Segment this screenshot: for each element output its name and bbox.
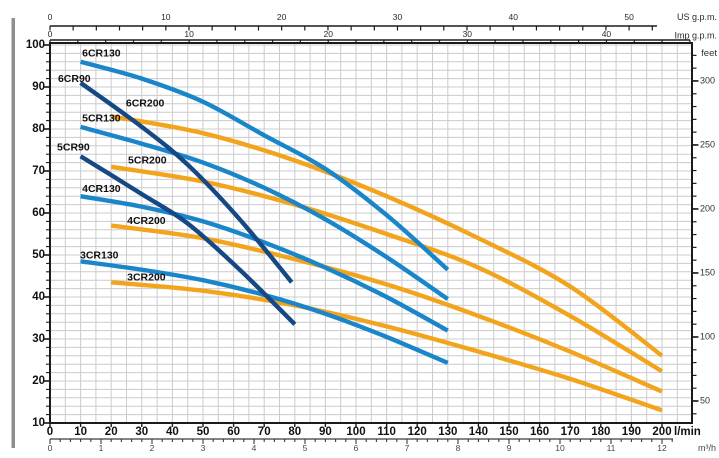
axis-tick-label: 70	[32, 165, 45, 177]
curve-label-6cr200: 6CR200	[126, 98, 165, 110]
axis-tick-label: 7	[405, 443, 410, 453]
axis-tick-label: 10	[184, 29, 194, 39]
axis-tick-label: 1	[99, 443, 104, 453]
axis-tick-label: 160	[530, 426, 549, 438]
curve-label-4cr200: 4CR200	[127, 215, 166, 227]
curve-3cr200	[110, 280, 663, 413]
curve-label-3cr200: 3CR200	[127, 271, 166, 283]
curve-label-5cr200: 5CR200	[128, 155, 167, 167]
axis-tick-label: 20	[32, 375, 45, 387]
axis-tick-label: 150	[499, 426, 518, 438]
x-axis-lpm: 0 10 20 30 40 50 60 70 80 90 100 110 120 130 140 150 160…	[47, 423, 701, 438]
curve-label-3cr130: 3CR130	[80, 250, 119, 262]
axis-tick-label: 60	[227, 426, 240, 438]
axis-tick-label: 100	[700, 331, 715, 341]
curve-label-6cr90: 6CR90	[58, 73, 91, 85]
curve-label-6cr130: 6CR130	[82, 48, 121, 60]
axis-tick-label: 30	[393, 12, 403, 22]
y-axis-feet: 300 250 200 150 100 50 feet	[692, 48, 717, 415]
axis-tick-label: 10	[32, 417, 45, 429]
axis-tick-label: 20	[105, 426, 118, 438]
x-axis-us-gpm: 0 10 20 30 40 50 US g.p.m.	[48, 12, 717, 31]
grid	[50, 43, 692, 424]
axis-tick-label: 110	[377, 426, 396, 438]
curve-labels: 3CR200 4CR200 5CR200 6CR200 3CR130 4CR130 5CR1…	[57, 48, 167, 284]
y-axis-head: 100 90 80 70 60 50 40 30 20 10	[26, 39, 50, 429]
axis-tick-label: 10	[161, 12, 171, 22]
us-gpm-axis-title: US g.p.m.	[677, 12, 717, 22]
axis-tick-label: 10	[74, 426, 87, 438]
axis-tick-label: 20	[277, 12, 287, 22]
axis-tick-label: 300	[700, 75, 715, 85]
curve-5cr90	[79, 154, 297, 326]
axis-tick-label: 60	[32, 207, 45, 219]
axis-tick-label: 180	[591, 426, 610, 438]
axis-tick-label: 20	[323, 29, 333, 39]
axis-tick-label: 250	[700, 139, 715, 149]
curve-4cr130	[80, 194, 449, 333]
x-axis-m3h: 0 1 2 3 4 5 6 7 8 9 10 11 12 m³/h	[48, 438, 716, 453]
curves	[79, 59, 664, 413]
curve-label-5cr130: 5CR130	[82, 113, 121, 125]
curve-6cr90	[79, 81, 294, 284]
axis-tick-label: 150	[700, 267, 715, 277]
axis-tick-label: 130	[438, 426, 457, 438]
axis-tick-label: 50	[32, 249, 45, 261]
axis-tick-label: 40	[602, 29, 612, 39]
axis-tick-label: 90	[32, 81, 45, 93]
curve-label-5cr90: 5CR90	[57, 142, 90, 154]
axis-tick-label: 120	[408, 426, 427, 438]
axis-tick-label: 100	[346, 426, 365, 438]
x-axis-imp-gpm: 0 10 20 30 40 Imp g.p.m.	[48, 29, 717, 44]
axis-tick-label: 3	[201, 443, 206, 453]
axis-tick-label: 90	[319, 426, 332, 438]
axis-tick-label: 200	[700, 203, 715, 213]
imp-gpm-axis-title: Imp g.p.m.	[674, 31, 717, 41]
axis-tick-label: 8	[456, 443, 461, 453]
axis-tick-label: 40	[509, 12, 519, 22]
axis-tick-label: 0	[48, 29, 53, 39]
page-edge-bar	[11, 18, 15, 448]
axis-tick-label: 190	[622, 426, 641, 438]
axis-tick-label: 200	[652, 426, 671, 438]
axis-tick-label: 12	[657, 443, 667, 453]
axis-tick-label: 50	[197, 426, 210, 438]
axis-tick-label: 0	[47, 426, 53, 438]
axis-tick-label: 40	[166, 426, 179, 438]
axis-tick-label: 30	[32, 333, 45, 345]
m3h-axis-title: m³/h	[698, 443, 716, 453]
axis-tick-label: 70	[258, 426, 271, 438]
axis-tick-label: 0	[48, 12, 53, 22]
lpm-axis-title: l/min	[674, 426, 701, 438]
axis-tick-label: 140	[469, 426, 488, 438]
curve-label-4cr130: 4CR130	[82, 183, 121, 195]
axis-tick-label: 4	[252, 443, 257, 453]
axis-tick-label: 10	[555, 443, 565, 453]
axis-tick-label: 40	[32, 291, 45, 303]
axis-tick-label: 9	[507, 443, 512, 453]
axis-tick-label: 80	[32, 123, 45, 135]
curve-6cr130	[80, 59, 450, 272]
axis-tick-label: 6	[354, 443, 359, 453]
axis-tick-label: 30	[463, 29, 473, 39]
axis-tick-label: 5	[303, 443, 308, 453]
axis-tick-label: 50	[700, 395, 710, 405]
axis-tick-label: 170	[561, 426, 580, 438]
axis-tick-label: 80	[288, 426, 301, 438]
feet-axis-title: feet	[701, 48, 717, 59]
axis-tick-label: 30	[135, 426, 148, 438]
axis-tick-label: 0	[48, 443, 53, 453]
curve-6cr200	[110, 114, 664, 358]
curve-5cr130	[80, 124, 450, 301]
axis-tick-label: 50	[624, 12, 634, 22]
axis-tick-label: 11	[607, 443, 616, 453]
plot-border	[49, 42, 693, 424]
axis-tick-label: 100	[26, 39, 45, 51]
axis-tick-label: 2	[150, 443, 155, 453]
